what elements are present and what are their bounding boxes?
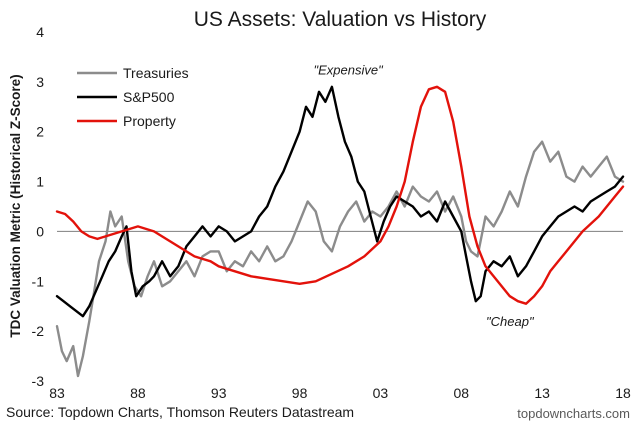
y-axis-title: TDC Valuation Metric (Historical Z-Score… (8, 74, 23, 337)
source-note: Source: Topdown Charts, Thomson Reuters … (6, 404, 355, 420)
annotations: "Expensive" "Cheap" (313, 62, 534, 329)
x-tick-label: 93 (211, 385, 227, 401)
legend-label-property: Property (123, 113, 176, 129)
x-tick-label: 98 (292, 385, 308, 401)
y-tick-labels: -3 -2 -1 0 1 2 3 4 (32, 24, 45, 389)
chart-title: US Assets: Valuation vs History (194, 8, 487, 31)
x-tick-label: 88 (130, 385, 146, 401)
x-tick-label: 83 (49, 385, 65, 401)
y-tick-label: -1 (32, 273, 45, 289)
legend-label-treasuries: Treasuries (123, 65, 189, 81)
x-tick-label: 08 (453, 385, 469, 401)
y-tick-label: 4 (36, 24, 44, 40)
annotation-label: "Expensive" (313, 62, 384, 77)
y-tick-label: 3 (36, 74, 44, 90)
y-tick-label: 0 (36, 223, 44, 239)
y-tick-label: -2 (32, 323, 45, 339)
series-line-s-p500 (55, 85, 625, 318)
brand-url: topdowncharts.com (517, 406, 630, 421)
x-tick-label: 13 (534, 385, 550, 401)
series-layer (55, 85, 625, 378)
legend-label-s-p500: S&P500 (123, 89, 175, 105)
y-tick-label: 1 (36, 174, 44, 190)
x-tick-label: 03 (373, 385, 389, 401)
legend: Treasuries S&P500 Property (77, 65, 189, 129)
series-line-property (55, 85, 625, 305)
y-tick-label: -3 (32, 373, 45, 389)
x-tick-labels: 83 88 93 98 03 08 13 18 (49, 385, 631, 401)
y-tick-label: 2 (36, 124, 44, 140)
annotation-label: "Cheap" (486, 314, 535, 329)
series-line-treasuries (55, 140, 625, 378)
x-tick-label: 18 (615, 385, 631, 401)
